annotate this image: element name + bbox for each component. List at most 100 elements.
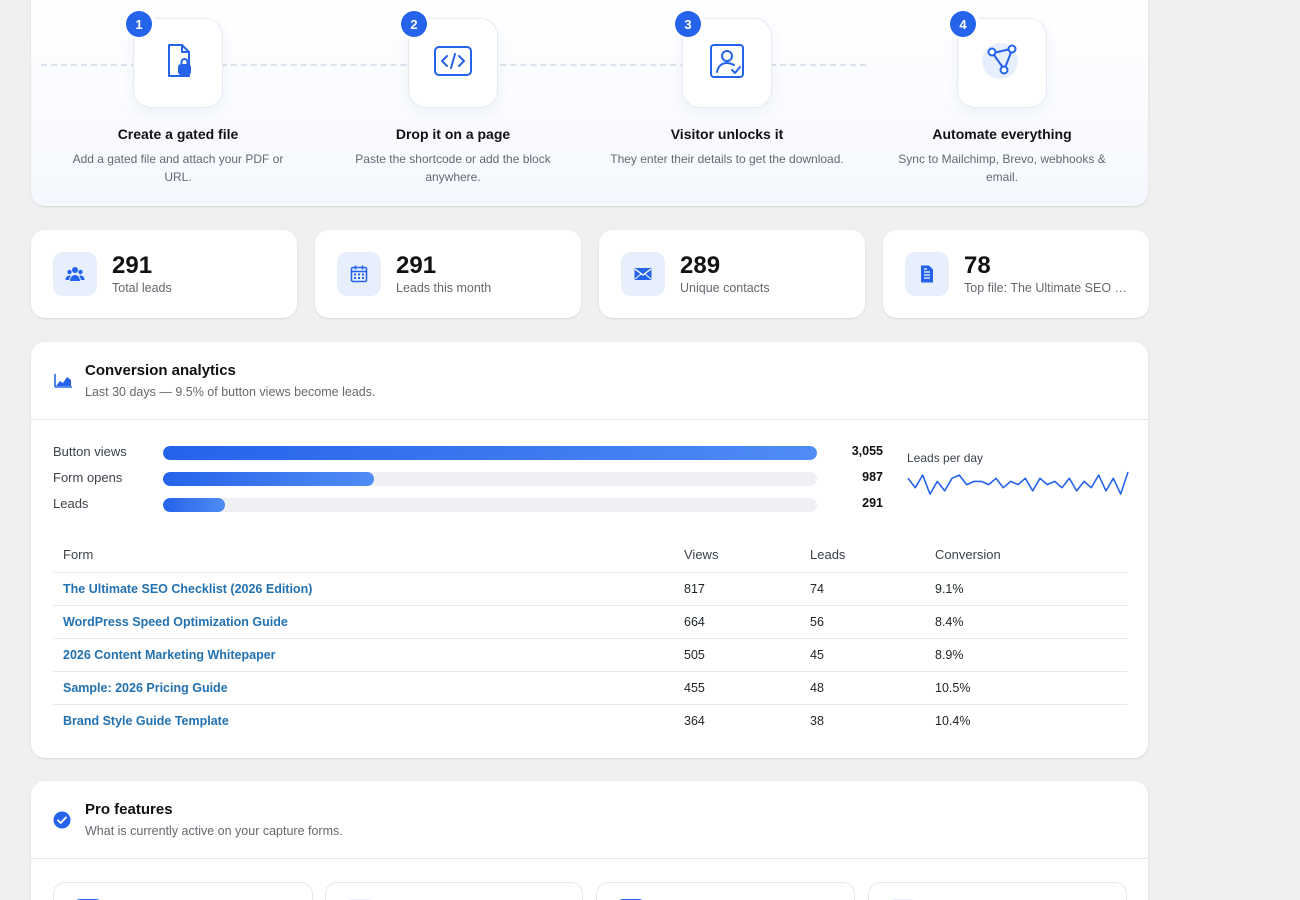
sparkline-series [907,471,1129,495]
section-header: Conversion analytics Last 30 days — 9.5%… [31,342,1148,420]
share-nodes-icon [981,40,1023,87]
form-link[interactable]: Sample: 2026 Pricing Guide [53,671,674,705]
step-title: Automate everything [932,126,1072,142]
stat-label: Total leads [112,281,172,295]
pro-feature-card [325,882,583,900]
stat-label: Top file: The Ultimate SEO Checklist (20… [964,281,1134,295]
views-cell: 364 [684,713,705,728]
stat-card-total-leads: 291 Total leads [31,230,297,318]
column-header-leads: Leads [800,538,925,573]
step-number-badge: 1 [126,11,152,37]
table-row: Brand Style Guide Template 364 38 10.4% [53,704,1127,737]
conversion-cell: 10.4% [935,713,971,728]
step-title: Drop it on a page [395,126,511,142]
leads-cell: 48 [800,671,925,705]
leads-cell: 56 [800,605,925,639]
area-chart-icon [53,371,73,394]
funnel-value: 291 [862,496,883,510]
views-cell: 505 [674,638,800,672]
section-subtitle: Last 30 days — 9.5% of button views beco… [85,385,376,399]
check-circle-icon [53,811,71,834]
document-icon [905,252,949,296]
code-icon [432,41,474,86]
column-header-views: Views [674,538,800,573]
forms-table: Form Views Leads Conversion The Ultimate… [53,538,1127,737]
step-icon-box: 4 [950,11,1047,108]
step-icon-box: 2 [401,11,498,108]
pro-feature-card [868,882,1127,900]
conversion-cell: 9.1% [925,572,1127,606]
table-header-row: Form Views Leads Conversion [53,538,1127,573]
funnel-row-leads: Leads 291 [53,495,883,513]
pro-features-card: Pro features What is currently active on… [31,781,1148,900]
funnel-label: Form opens [53,470,123,485]
conversion-cell: 10.5% [925,671,1127,705]
table-row: WordPress Speed Optimization Guide 664 5… [53,605,1127,639]
stat-value: 78 [964,252,991,279]
table-row: The Ultimate SEO Checklist (2026 Edition… [53,572,1127,606]
file-lock-icon [158,41,198,86]
user-check-icon [707,41,747,86]
funnel-fill [163,498,226,512]
step-description: They enter their details to get the down… [610,152,844,166]
section-title: Pro features [85,801,173,818]
step-1: 1 Create a gated file Add a gated file a… [41,11,315,186]
funnel-value: 987 [862,470,883,484]
stat-value: 289 [680,252,721,279]
stat-label: Leads this month [396,281,492,295]
views-cell: 455 [674,671,800,705]
stat-card-leads-this-month: 291 Leads this month [315,230,581,318]
pro-feature-card [596,882,855,900]
conversion-analytics-card: Conversion analytics Last 30 days — 9.5%… [31,342,1148,758]
table-row: Sample: 2026 Pricing Guide 455 48 10.5% [53,671,1127,705]
section-title: Conversion analytics [85,362,236,379]
step-icon-box: 3 [675,11,772,108]
step-description: Paste the shortcode or add the block any… [355,152,551,184]
how-it-works-card: 1 Create a gated file Add a gated file a… [31,0,1148,206]
step-number-badge: 3 [675,11,701,37]
users-icon [53,252,97,296]
leads-cell: 74 [800,572,925,606]
step-description: Sync to Mailchimp, Brevo, webhooks & ema… [898,152,1106,184]
sparkline-label: Leads per day [907,451,984,465]
pro-feature-card [53,882,313,900]
form-link[interactable]: Brand Style Guide Template [63,713,229,728]
mail-icon [621,252,665,296]
conversion-cell: 8.9% [925,638,1127,672]
section-header: Pro features What is currently active on… [31,781,1148,859]
funnel-value: 3,055 [851,444,883,458]
step-title: Visitor unlocks it [670,126,784,142]
step-3: 3 Visitor unlocks it They enter their de… [590,11,864,168]
funnel-label: Leads [53,496,89,511]
step-description: Add a gated file and attach your PDF or … [72,152,284,184]
column-header-form: Form [53,538,674,573]
funnel-track [163,472,817,486]
step-icon-box: 1 [126,11,223,108]
funnel-track [163,498,817,512]
step-number-badge: 4 [950,11,976,37]
form-link[interactable]: 2026 Content Marketing Whitepaper [53,638,674,672]
stat-card-unique-contacts: 289 Unique contacts [599,230,865,318]
funnel-row-button-views: Button views 3,055 [53,443,883,461]
column-header-conversion: Conversion [925,538,1127,573]
section-subtitle: What is currently active on your capture… [85,824,343,838]
stat-value: 291 [112,252,153,279]
step-title: Create a gated file [117,126,239,142]
funnel-track [163,446,817,460]
stat-label: Unique contacts [680,281,770,295]
funnel-row-form-opens: Form opens 987 [53,469,883,487]
table-row: 2026 Content Marketing Whitepaper 505 45… [53,638,1127,672]
form-link[interactable]: WordPress Speed Optimization Guide [53,605,674,639]
stat-card-top-file: 78 Top file: The Ultimate SEO Checklist … [883,230,1149,318]
form-link[interactable]: The Ultimate SEO Checklist (2026 Edition… [53,572,674,606]
views-cell: 664 [674,605,800,639]
step-2: 2 Drop it on a page Paste the shortcode … [316,11,590,186]
views-cell: 817 [674,572,800,606]
calendar-icon [337,252,381,296]
leads-cell: 38 [810,713,824,728]
leads-cell: 45 [800,638,925,672]
stat-value: 291 [396,252,437,279]
leads-per-day-sparkline [907,471,1129,495]
step-4: 4 Automate everything Sync to Mailchimp,… [865,11,1139,186]
funnel-fill [163,472,375,486]
